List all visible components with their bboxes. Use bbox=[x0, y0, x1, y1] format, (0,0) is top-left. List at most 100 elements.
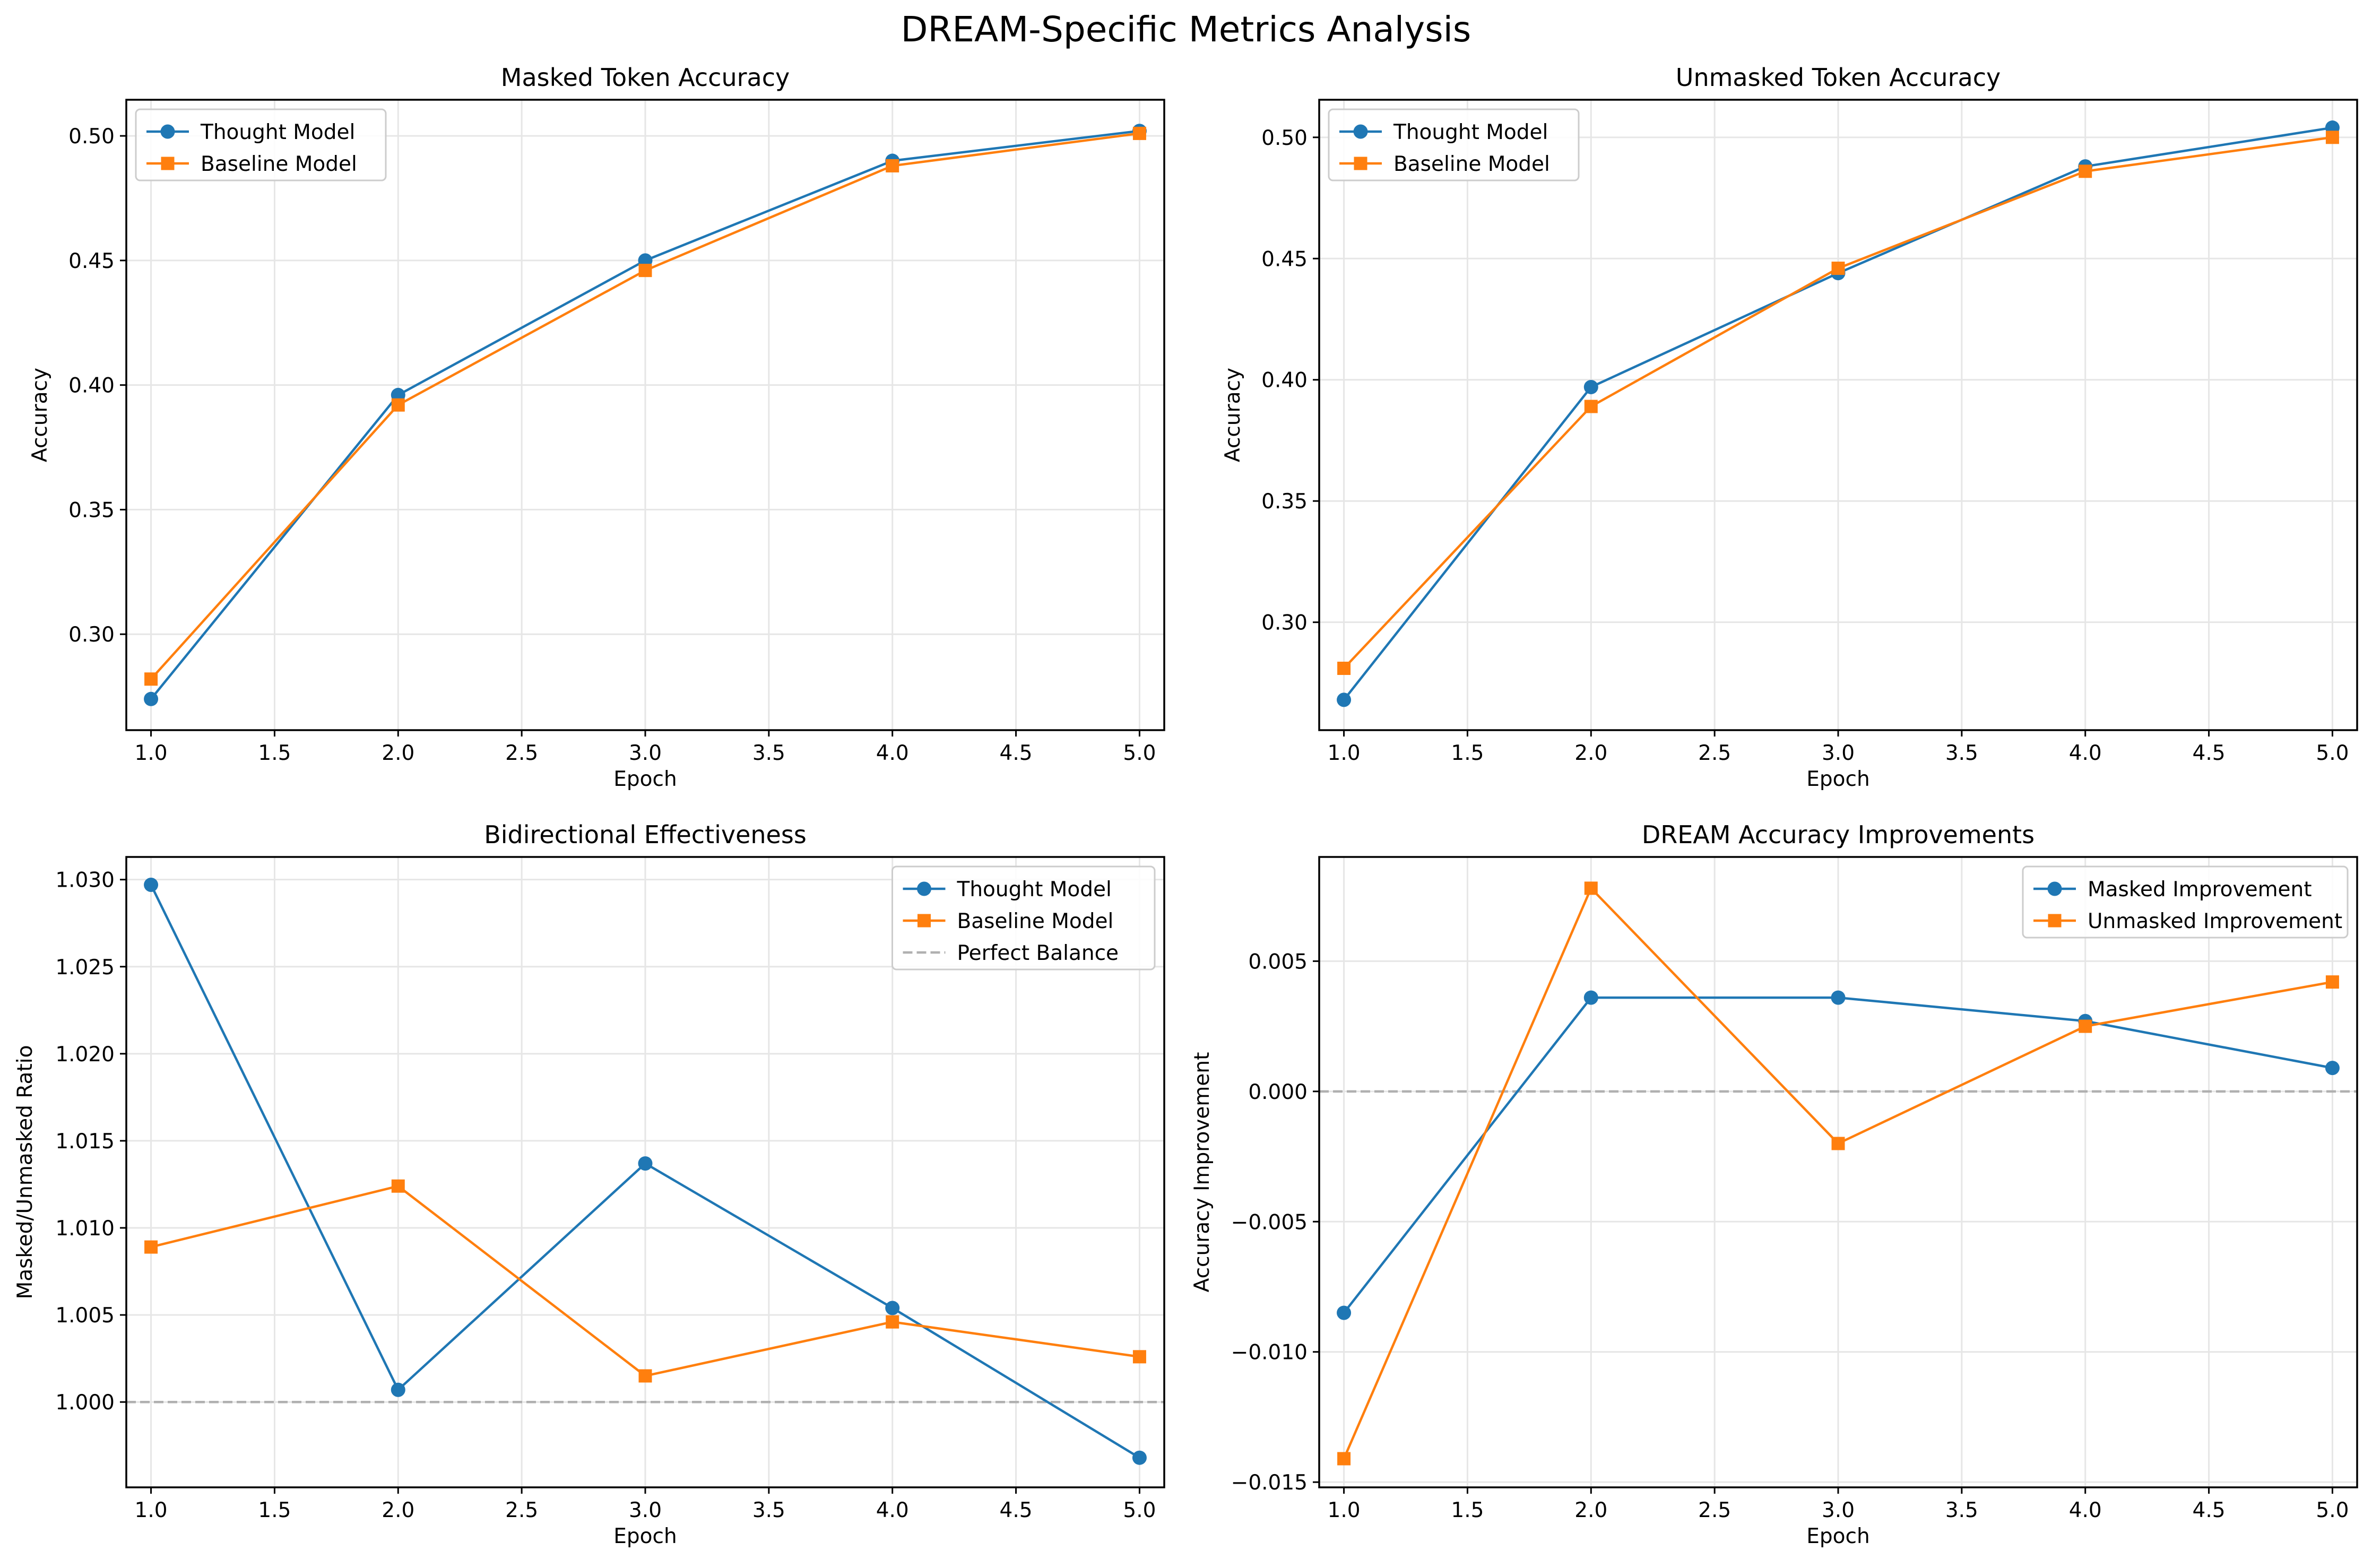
data-point-thought-model bbox=[144, 878, 159, 893]
y-tick-label: 1.000 bbox=[55, 1391, 115, 1415]
data-point-masked-improvement bbox=[2325, 1061, 2340, 1076]
x-tick-label: 4.5 bbox=[2193, 1498, 2226, 1522]
data-point-baseline-model bbox=[638, 1369, 652, 1383]
y-axis-label: Masked/Unmasked Ratio bbox=[13, 1045, 37, 1300]
legend-label: Thought Model bbox=[200, 120, 355, 144]
x-tick-label: 4.5 bbox=[2193, 741, 2226, 765]
figure-title: DREAM-Specific Metrics Analysis bbox=[901, 9, 1471, 50]
y-tick-label: 1.010 bbox=[55, 1217, 115, 1241]
data-point-unmasked-improvement bbox=[1584, 881, 1598, 895]
y-tick-label: 1.030 bbox=[55, 869, 115, 893]
y-tick-label: 0.40 bbox=[68, 374, 115, 398]
x-tick-label: 1.5 bbox=[1451, 741, 1484, 765]
y-tick-label: 0.50 bbox=[68, 125, 115, 149]
y-tick-label: −0.005 bbox=[1231, 1210, 1308, 1234]
y-tick-label: 0.35 bbox=[1261, 490, 1308, 514]
legend-label: Baseline Model bbox=[201, 152, 357, 176]
x-tick-label: 5.0 bbox=[2316, 741, 2349, 765]
x-tick-label: 1.0 bbox=[1328, 1498, 1361, 1522]
y-tick-label: 1.020 bbox=[55, 1043, 115, 1067]
chart-panel-4: 1.0 1.5 2.0 2.5 3.0 3.5 4.0 4.5 5.0 −0.015 −0.010 −… bbox=[1190, 820, 2358, 1548]
legend-marker-thought-model bbox=[1353, 124, 1368, 139]
data-point-baseline-model bbox=[144, 672, 158, 686]
data-point-unmasked-improvement bbox=[2079, 1019, 2092, 1033]
x-tick-label: 2.0 bbox=[1574, 741, 1607, 765]
x-tick-label: 4.0 bbox=[876, 741, 909, 765]
legend-marker-baseline-model bbox=[161, 157, 175, 170]
x-tick-label: 3.0 bbox=[1822, 1498, 1855, 1522]
y-tick-label: 0.50 bbox=[1261, 126, 1308, 150]
y-tick-label: 0.30 bbox=[68, 623, 115, 647]
y-tick-label: 0.45 bbox=[68, 249, 115, 273]
x-tick-label: 2.5 bbox=[1698, 741, 1731, 765]
data-point-baseline-model bbox=[886, 159, 899, 172]
legend-box bbox=[1328, 108, 1580, 181]
x-axis-label: Epoch bbox=[1806, 1524, 1869, 1548]
y-tick-label: 1.015 bbox=[55, 1130, 115, 1154]
x-tick-label: 4.0 bbox=[2069, 741, 2102, 765]
legend-label: Unmasked Improvement bbox=[2088, 909, 2342, 933]
legend-marker-unmasked-improvement bbox=[2048, 914, 2062, 928]
data-point-baseline-model bbox=[2079, 164, 2092, 178]
data-point-baseline-model bbox=[144, 1240, 158, 1254]
legend-label: Thought Model bbox=[1393, 120, 1548, 144]
legend-marker-thought-model bbox=[160, 124, 175, 139]
chart-panel-2: 1.0 1.5 2.0 2.5 3.0 3.5 4.0 4.5 5.0 0.30 0.35 0.40 0… bbox=[1221, 63, 2358, 791]
legend-label: Perfect Balance bbox=[957, 941, 1119, 965]
data-point-baseline-model bbox=[1831, 262, 1845, 275]
data-point-thought-model bbox=[1583, 379, 1598, 394]
x-tick-label: 3.0 bbox=[629, 741, 662, 765]
x-tick-label: 5.0 bbox=[2316, 1498, 2349, 1522]
y-tick-label: 0.35 bbox=[68, 498, 115, 522]
x-tick-label: 2.0 bbox=[1574, 1498, 1607, 1522]
y-axis-label: Accuracy bbox=[1221, 368, 1245, 462]
data-point-thought-model bbox=[885, 1301, 900, 1315]
legend-label: Baseline Model bbox=[1393, 152, 1550, 176]
x-tick-label: 1.0 bbox=[1328, 741, 1361, 765]
x-tick-label: 1.0 bbox=[135, 741, 168, 765]
legend-marker-thought-model bbox=[917, 881, 931, 896]
legend-box bbox=[891, 865, 1156, 971]
legend: Thought Model Baseline Model Perfect Balan… bbox=[891, 865, 1156, 971]
legend-marker-baseline-model bbox=[1354, 157, 1367, 170]
data-point-unmasked-improvement bbox=[2325, 975, 2339, 989]
y-tick-label: 0.000 bbox=[1248, 1080, 1308, 1104]
legend-label: Masked Improvement bbox=[2088, 878, 2312, 902]
data-point-baseline-model bbox=[1132, 126, 1146, 140]
x-tick-label: 4.5 bbox=[1000, 1498, 1033, 1522]
x-tick-label: 3.5 bbox=[1945, 1498, 1978, 1522]
panel-title: DREAM Accuracy Improvements bbox=[1642, 820, 2035, 849]
data-point-baseline-model bbox=[1132, 1350, 1146, 1364]
legend-marker-baseline-model bbox=[917, 914, 931, 928]
y-axis-label: Accuracy bbox=[28, 368, 52, 462]
legend-marker-masked-improvement bbox=[2047, 881, 2062, 896]
legend-box bbox=[135, 108, 387, 181]
data-point-baseline-model bbox=[886, 1315, 899, 1329]
x-tick-label: 2.0 bbox=[382, 741, 414, 765]
y-tick-label: 0.45 bbox=[1261, 247, 1308, 271]
chart-panel-3: 1.0 1.5 2.0 2.5 3.0 3.5 4.0 4.5 5.0 1.000 1.005 1.0… bbox=[13, 820, 1165, 1548]
x-tick-label: 1.0 bbox=[135, 1498, 168, 1522]
y-tick-label: 1.005 bbox=[55, 1304, 115, 1328]
data-point-thought-model bbox=[391, 1382, 405, 1397]
data-point-thought-model bbox=[1132, 1450, 1147, 1465]
data-point-baseline-model bbox=[391, 398, 405, 412]
legend-label: Baseline Model bbox=[957, 909, 1114, 933]
data-point-baseline-model bbox=[638, 264, 652, 278]
x-tick-label: 2.5 bbox=[505, 741, 538, 765]
panel-title: Unmasked Token Accuracy bbox=[1676, 63, 2001, 92]
legend-box bbox=[2022, 865, 2349, 939]
panel-title: Bidirectional Effectiveness bbox=[484, 820, 807, 849]
x-tick-label: 4.0 bbox=[876, 1498, 909, 1522]
x-tick-label: 1.5 bbox=[1451, 1498, 1484, 1522]
legend: Masked Improvement Unmasked Improvement bbox=[2022, 865, 2349, 939]
x-tick-label: 3.0 bbox=[629, 1498, 662, 1522]
x-tick-label: 4.0 bbox=[2069, 1498, 2102, 1522]
y-tick-label: 0.30 bbox=[1261, 611, 1308, 635]
x-tick-label: 2.5 bbox=[505, 1498, 538, 1522]
data-point-thought-model bbox=[1337, 692, 1352, 707]
data-point-thought-model bbox=[638, 1156, 653, 1171]
x-tick-label: 3.0 bbox=[1822, 741, 1855, 765]
data-point-masked-improvement bbox=[1583, 990, 1598, 1005]
